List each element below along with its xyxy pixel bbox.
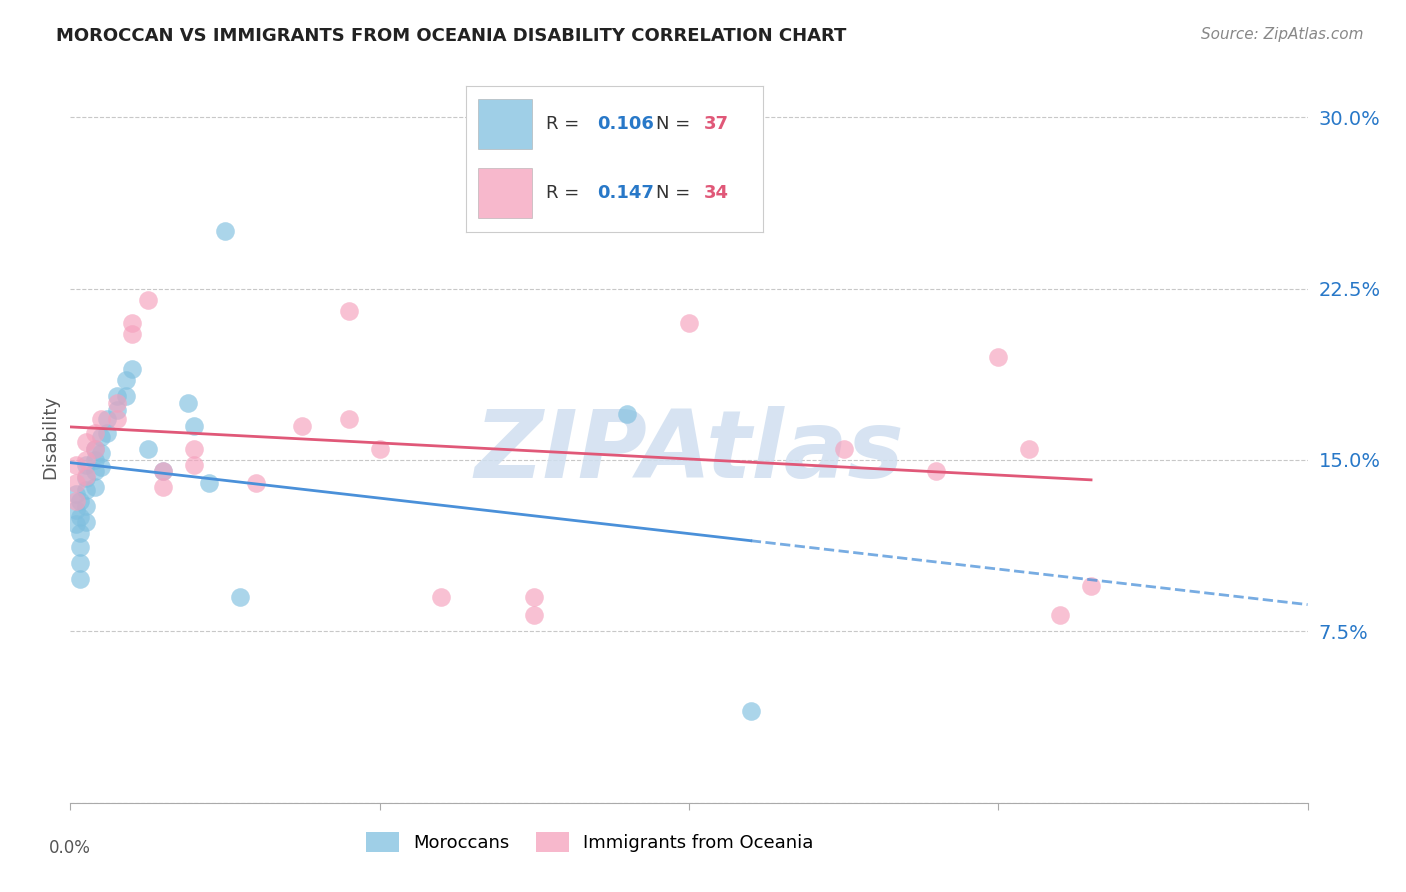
Point xyxy=(65,494,87,508)
Point xyxy=(121,327,143,342)
Point xyxy=(65,475,87,490)
Point xyxy=(430,590,453,604)
Point xyxy=(105,412,128,426)
Point xyxy=(183,458,205,472)
Point xyxy=(1049,608,1071,623)
Text: 0.0%: 0.0% xyxy=(49,839,91,857)
Point xyxy=(84,453,107,467)
Point xyxy=(65,516,87,531)
Point xyxy=(616,407,638,421)
Point xyxy=(523,590,546,604)
Point xyxy=(105,396,128,410)
Point xyxy=(90,446,112,460)
Point xyxy=(90,459,112,474)
Point xyxy=(554,110,576,124)
Point xyxy=(75,434,97,449)
Point xyxy=(75,515,97,529)
Point xyxy=(1018,442,1040,456)
Point xyxy=(152,480,174,494)
Point xyxy=(740,705,762,719)
Point xyxy=(84,425,107,440)
Point xyxy=(84,480,107,494)
Point xyxy=(136,293,159,307)
Point xyxy=(105,389,128,403)
Point xyxy=(69,540,91,554)
Point xyxy=(832,442,855,456)
Point xyxy=(84,464,107,478)
Point xyxy=(96,425,118,440)
Point xyxy=(75,499,97,513)
Text: Source: ZipAtlas.com: Source: ZipAtlas.com xyxy=(1201,27,1364,42)
Point xyxy=(291,418,314,433)
Point xyxy=(75,483,97,497)
Point xyxy=(121,316,143,330)
Y-axis label: Disability: Disability xyxy=(41,395,59,479)
Point xyxy=(65,487,87,501)
Point xyxy=(136,442,159,456)
Point xyxy=(75,471,97,485)
Point xyxy=(183,418,205,433)
Text: ZIPAtlas: ZIPAtlas xyxy=(474,406,904,498)
Legend: Moroccans, Immigrants from Oceania: Moroccans, Immigrants from Oceania xyxy=(359,824,821,860)
Point xyxy=(75,458,97,472)
Text: MOROCCAN VS IMMIGRANTS FROM OCEANIA DISABILITY CORRELATION CHART: MOROCCAN VS IMMIGRANTS FROM OCEANIA DISA… xyxy=(56,27,846,45)
Point xyxy=(84,442,107,456)
Point xyxy=(678,316,700,330)
Point xyxy=(75,469,97,483)
Point xyxy=(183,442,205,456)
Point xyxy=(69,494,91,508)
Point xyxy=(152,464,174,478)
Point xyxy=(69,510,91,524)
Point xyxy=(198,475,221,490)
Point xyxy=(368,442,391,456)
Point xyxy=(96,412,118,426)
Point xyxy=(69,526,91,541)
Point xyxy=(337,412,360,426)
Point xyxy=(69,556,91,570)
Point xyxy=(105,402,128,417)
Point xyxy=(229,590,252,604)
Point xyxy=(65,458,87,472)
Point xyxy=(214,224,236,238)
Point xyxy=(75,453,97,467)
Point xyxy=(523,608,546,623)
Point xyxy=(1080,579,1102,593)
Point xyxy=(925,464,948,478)
Point xyxy=(115,373,138,387)
Point xyxy=(84,442,107,456)
Point xyxy=(177,396,200,410)
Point xyxy=(90,412,112,426)
Point xyxy=(152,464,174,478)
Point xyxy=(245,475,267,490)
Point xyxy=(69,572,91,586)
Point xyxy=(115,389,138,403)
Point xyxy=(987,350,1010,364)
Point xyxy=(121,361,143,376)
Point xyxy=(90,430,112,444)
Point xyxy=(337,304,360,318)
Point xyxy=(65,503,87,517)
